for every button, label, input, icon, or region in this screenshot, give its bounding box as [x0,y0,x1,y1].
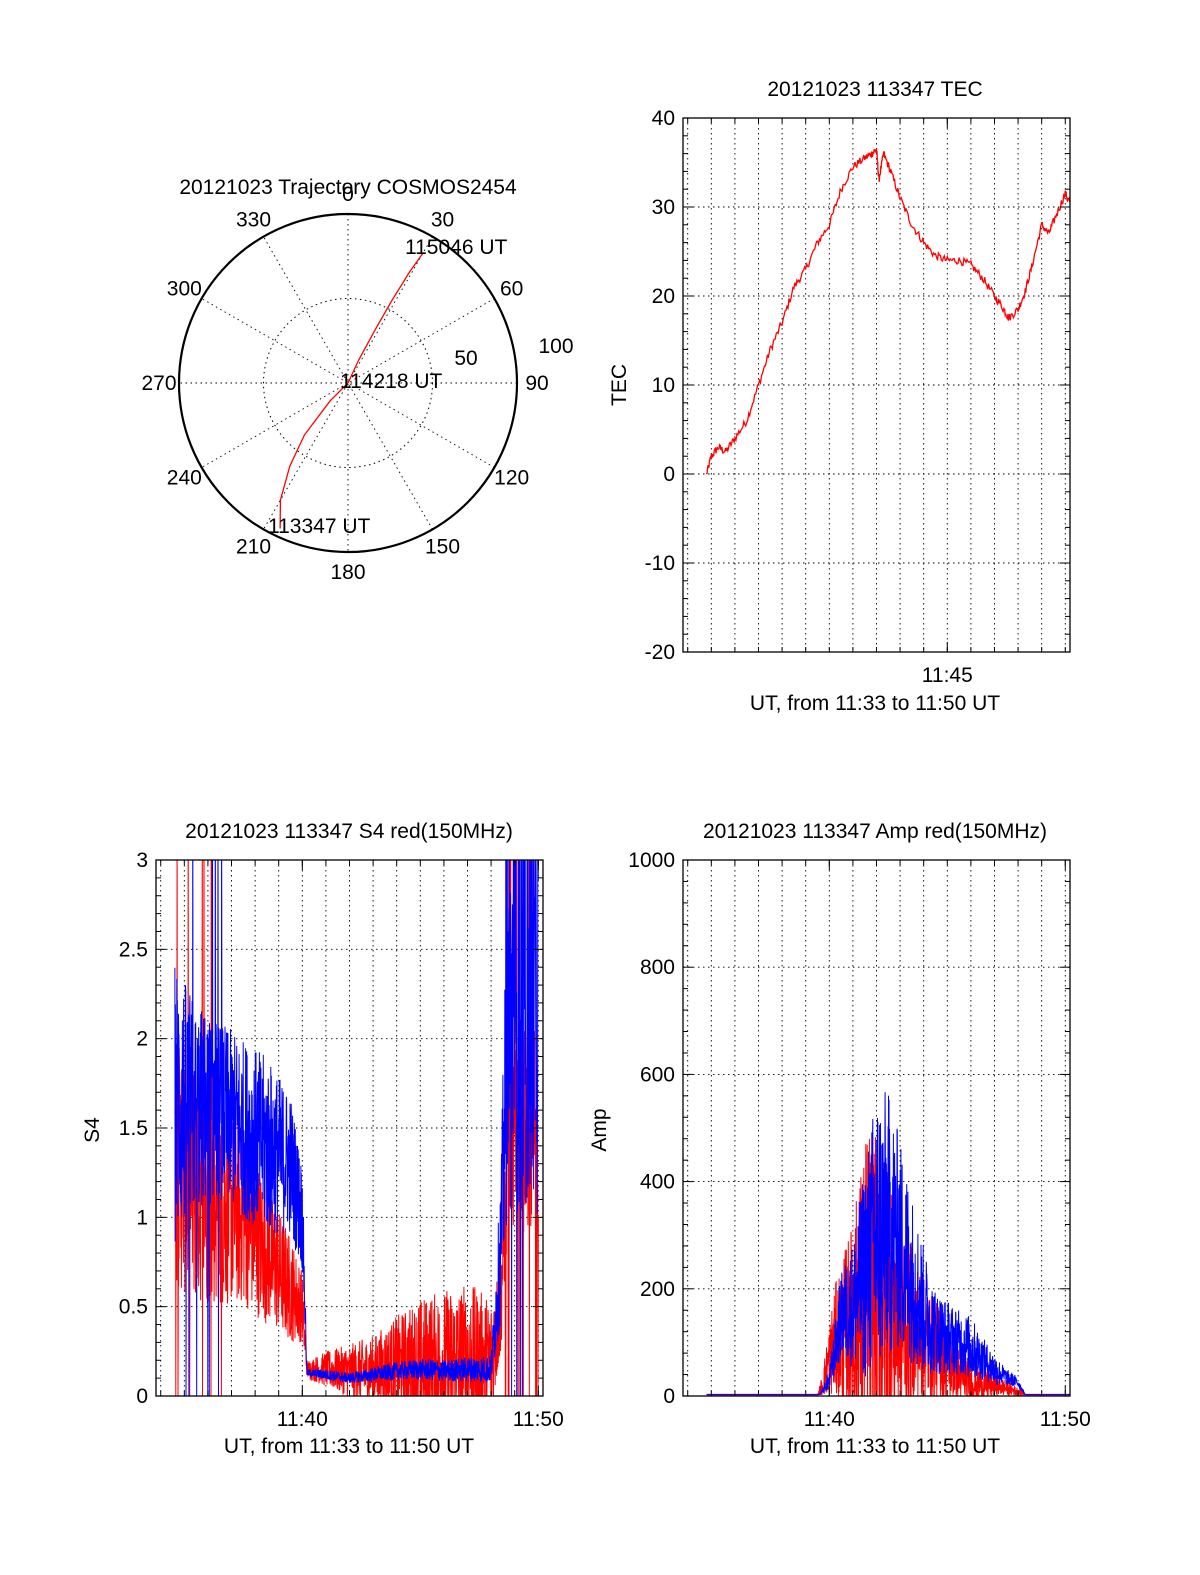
polar-spoke [263,236,433,530]
polar-inner-ring [263,298,433,468]
polar-angle-label: 120 [494,467,529,490]
amp-x-axis-label: UT, from 11:33 to 11:50 UT [750,1435,1000,1458]
polar-radial-label: 100 [538,335,573,358]
polar-angle-label: 300 [167,278,202,301]
s4-y-tick-label: 0.5 [119,1296,148,1319]
polar-angle-label: 270 [141,372,176,395]
s4-line-chart: 20121023 113347 S4 red(150MHz) 0 0.5 1 1.5 2… [81,820,564,1458]
amp-y-tick-label: 800 [640,956,675,979]
polar-spoke [201,298,495,468]
s4-y-tick-label: 2 [136,1028,148,1051]
amp-y-tick-label: 0 [663,1385,675,1408]
tec-y-axis-label: TEC [608,364,631,406]
tec-y-tick-label: 40 [652,107,675,130]
amp-series-group [706,1092,1070,1396]
tec-y-tick-label: -20 [645,641,675,664]
s4-y-tick-label: 1.5 [119,1117,148,1140]
tec-title: 20121023 113347 TEC [767,78,982,101]
tec-x-axis-label: UT, from 11:33 to 11:50 UT [750,692,1000,715]
s4-x-tick-label: 11:40 [277,1408,328,1431]
polar-angle-label: 330 [236,208,271,231]
trajectory-title: 20121023 Trajectory COSMOS2454 [179,176,517,199]
amp-y-axis-label: Amp [588,1108,611,1151]
trajectory-time-annotation: 115046 UT [405,236,508,259]
amp-series-blue [706,1092,1070,1396]
s4-y-tick-label: 3 [136,849,148,872]
s4-y-tick-label: 0 [136,1385,148,1408]
polar-angle-label: 30 [431,208,454,231]
amp-y-tick-label: 200 [640,1278,675,1301]
s4-title: 20121023 113347 S4 red(150MHz) [185,820,513,843]
s4-x-axis-label: UT, from 11:33 to 11:50 UT [224,1435,474,1458]
tec-series-line [705,148,1070,475]
trajectory-time-annotation: 114218 UT [340,370,443,393]
s4-y-tick-label: 2.5 [119,938,148,961]
tec-y-tick-label: -10 [645,552,675,575]
tec-line-chart: 20121023 113347 TEC -20 -10 0 10 20 30 40 11:45… [608,78,1071,715]
s4-series-blue [174,860,539,1396]
polar-spoke [263,236,433,530]
amp-title: 20121023 113347 Amp red(150MHz) [703,820,1047,843]
s4-series-red [174,860,539,1396]
trajectory-polar-plot: 20121023 Trajectory COSMOS2454 0 30 60 90 12… [141,176,573,584]
amp-y-tick-label: 600 [640,1063,675,1086]
tec-y-tick-label: 30 [652,196,675,219]
tec-x-tick-label: 11:45 [922,664,973,687]
polar-angle-label: 150 [425,536,460,559]
polar-angle-label: 60 [500,278,523,301]
s4-series-group [174,860,539,1396]
tec-y-tick-label: 20 [652,285,675,308]
polar-angle-label: 180 [330,561,365,584]
trajectory-path [279,252,424,529]
polar-radial-label: 50 [454,347,477,370]
tec-y-tick-label: 0 [663,463,675,486]
polar-angle-label: 240 [167,467,202,490]
s4-x-tick-label: 11:50 [513,1408,564,1431]
trajectory-time-annotation: 113347 UT [268,515,371,538]
tec-series-group [705,148,1070,475]
amp-y-tick-label: 400 [640,1171,675,1194]
polar-angle-label: 0 [342,183,354,206]
amp-x-tick-label: 11:40 [804,1408,855,1431]
polar-spoke [201,298,495,468]
amp-y-tick-label: 1000 [628,849,675,872]
polar-angle-label: 210 [236,536,271,559]
s4-y-tick-label: 1 [136,1206,148,1229]
amp-line-chart: 20121023 113347 Amp red(150MHz) 0 200 400 6… [588,820,1091,1458]
polar-angle-label: 90 [525,372,548,395]
amp-x-tick-label: 11:50 [1040,1408,1091,1431]
s4-y-axis-label: S4 [81,1117,104,1143]
tec-y-tick-label: 10 [652,374,675,397]
